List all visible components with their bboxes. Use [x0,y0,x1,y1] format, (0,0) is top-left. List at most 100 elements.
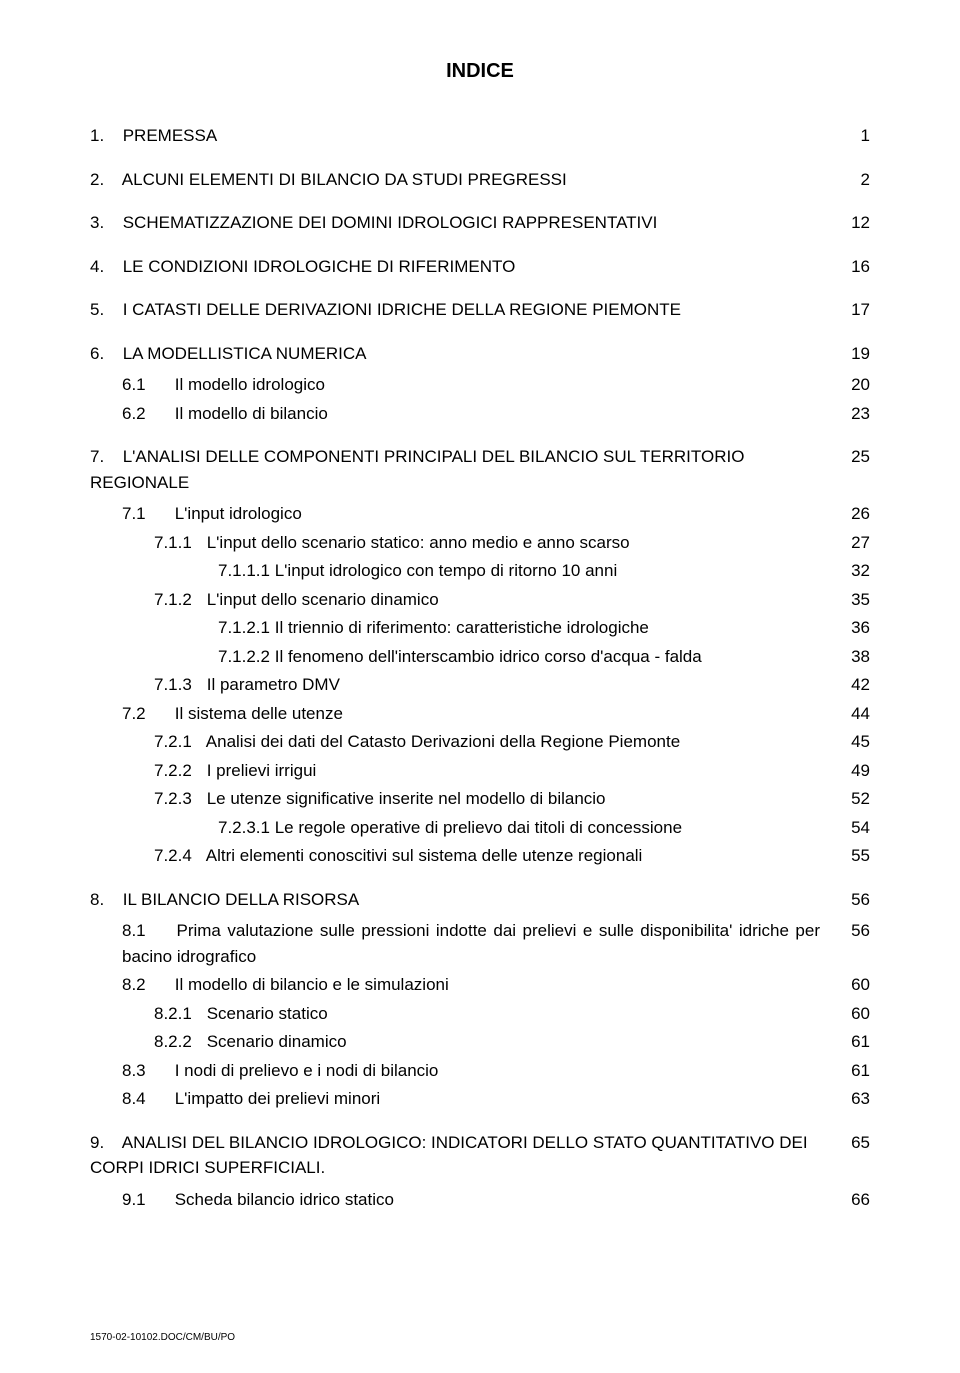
toc-entry-label: Il parametro DMV [202,675,340,694]
toc-entry-label: Prima valutazione sulle pressioni indott… [122,921,820,966]
toc-entry-page: 27 [840,530,870,556]
toc-entry-label: I CATASTI DELLE DERIVAZIONI IDRICHE DELL… [118,300,681,319]
toc-entry-page: 2 [840,167,870,193]
toc-entry-number: 8.2 [122,972,170,998]
toc-entry-text: 9. ANALISI DEL BILANCIO IDROLOGICO: INDI… [90,1130,840,1181]
toc-entry-label: Scheda bilancio idrico statico [170,1190,394,1209]
toc-entry: 7.1 L'input idrologico26 [90,501,870,527]
toc-entry-label: L'input idrologico [170,504,302,523]
toc-entry-label: I nodi di prelievo e i nodi di bilancio [170,1061,438,1080]
toc-entry-text: 8.2.2 Scenario dinamico [90,1029,840,1055]
toc-entry-number: 8.2.1 [154,1001,202,1027]
toc-entry-number: 7.2.3.1 [218,815,270,841]
toc-entry-page: 38 [840,644,870,670]
toc-entry-text: 7.1.1 L'input dello scenario statico: an… [90,530,840,556]
toc-entry-text: 3. SCHEMATIZZAZIONE DEI DOMINI IDROLOGIC… [90,210,840,236]
toc-entry-page: 19 [840,341,870,367]
toc-entry-label: L'input idrologico con tempo di ritorno … [270,561,617,580]
toc-entry-number: 7.1 [122,501,170,527]
toc-entry-label: Il sistema delle utenze [170,704,343,723]
toc-entry-text: 8.3 I nodi di prelievo e i nodi di bilan… [90,1058,840,1084]
toc-entry-page: 44 [840,701,870,727]
toc-entry-number: 9. [90,1130,118,1156]
toc-entry-label: LA MODELLISTICA NUMERICA [118,344,366,363]
toc-entry-page: 42 [840,672,870,698]
toc-entry: 8.4 L'impatto dei prelievi minori63 [90,1086,870,1112]
toc-entry-page: 60 [840,972,870,998]
toc-entry: 7.2.4 Altri elementi conoscitivi sul sis… [90,843,870,869]
toc-entry-page: 65 [840,1130,870,1156]
toc-entry-page: 35 [840,587,870,613]
toc-entry-page: 55 [840,843,870,869]
toc-entry-text: 7.2.3.1 Le regole operative di prelievo … [90,815,840,841]
toc-entry-page: 61 [840,1058,870,1084]
toc-entry-page: 20 [840,372,870,398]
toc-entry-text: 8.2 Il modello di bilancio e le simulazi… [90,972,840,998]
toc-entry: 7.2.3.1 Le regole operative di prelievo … [90,815,870,841]
toc-entry-page: 61 [840,1029,870,1055]
toc-entry: 3. SCHEMATIZZAZIONE DEI DOMINI IDROLOGIC… [90,210,870,236]
toc-entry: 8.2 Il modello di bilancio e le simulazi… [90,972,870,998]
toc-entry-page: 54 [840,815,870,841]
toc-entry-text: 7.1.2 L'input dello scenario dinamico [90,587,840,613]
toc-entry-number: 7.1.2.2 [218,644,270,670]
toc-entry: 8.2.1 Scenario statico60 [90,1001,870,1027]
toc-entry-page: 17 [840,297,870,323]
toc-entry-text: 6.2 Il modello di bilancio [90,401,840,427]
toc-entry: 6.2 Il modello di bilancio23 [90,401,870,427]
toc-entry-label: LE CONDIZIONI IDROLOGICHE DI RIFERIMENTO [118,257,515,276]
toc-entry-label: L'impatto dei prelievi minori [170,1089,380,1108]
toc-entry-number: 6. [90,341,118,367]
toc-entry-text: 7.2.1 Analisi dei dati del Catasto Deriv… [90,729,840,755]
toc-entry-label: Le utenze significative inserite nel mod… [202,789,606,808]
toc-entry-text: 7.1.1.1 L'input idrologico con tempo di … [90,558,840,584]
toc-entry-number: 7.2.2 [154,758,202,784]
toc-entry-page: 60 [840,1001,870,1027]
toc-entry-number: 5. [90,297,118,323]
toc-entry-number: 7. [90,444,118,470]
toc-entry: 7.1.2.1 Il triennio di riferimento: cara… [90,615,870,641]
toc-entry-number: 6.2 [122,401,170,427]
toc-entry-text: 7.1.2.1 Il triennio di riferimento: cara… [90,615,840,641]
toc-entry: 8.2.2 Scenario dinamico61 [90,1029,870,1055]
toc-entry: 7.1.1 L'input dello scenario statico: an… [90,530,870,556]
toc-entry: 8. IL BILANCIO DELLA RISORSA56 [90,887,870,913]
toc-entry: 1. PREMESSA1 [90,123,870,149]
toc-entry-label: Il modello di bilancio e le simulazioni [170,975,449,994]
toc-entry: 9.1 Scheda bilancio idrico statico66 [90,1187,870,1213]
toc-entry-page: 23 [840,401,870,427]
toc-entry-text: 1. PREMESSA [90,123,840,149]
toc-entry-text: 7.2.2 I prelievi irrigui [90,758,840,784]
footer-code: 1570-02-10102.DOC/CM/BU/PO [90,1332,235,1343]
toc-entry-page: 25 [840,444,870,470]
toc-entry-text: 7.1.2.2 Il fenomeno dell'interscambio id… [90,644,840,670]
toc-entry-label: PREMESSA [118,126,217,145]
toc-entry-page: 36 [840,615,870,641]
toc-entry-text: 7.2.4 Altri elementi conoscitivi sul sis… [90,843,840,869]
toc-entry-label: ALCUNI ELEMENTI DI BILANCIO DA STUDI PRE… [118,170,567,189]
toc-entry: 9. ANALISI DEL BILANCIO IDROLOGICO: INDI… [90,1130,870,1181]
toc-entry-text: 7.2 Il sistema delle utenze [90,701,840,727]
toc-entry-page: 52 [840,786,870,812]
toc-entry: 7.1.1.1 L'input idrologico con tempo di … [90,558,870,584]
toc-entry-text: 7.2.3 Le utenze significative inserite n… [90,786,840,812]
toc-entry: 7.2.3 Le utenze significative inserite n… [90,786,870,812]
toc-entry-number: 7.1.2.1 [218,615,270,641]
toc-entry-text: 2. ALCUNI ELEMENTI DI BILANCIO DA STUDI … [90,167,840,193]
toc-container: 1. PREMESSA12. ALCUNI ELEMENTI DI BILANC… [90,123,870,1212]
toc-entry-number: 8.2.2 [154,1029,202,1055]
toc-entry: 5. I CATASTI DELLE DERIVAZIONI IDRICHE D… [90,297,870,323]
toc-entry: 7.2 Il sistema delle utenze44 [90,701,870,727]
toc-entry-label: IL BILANCIO DELLA RISORSA [118,890,359,909]
toc-entry-number: 3. [90,210,118,236]
toc-entry-page: 1 [840,123,870,149]
toc-entry-page: 32 [840,558,870,584]
toc-entry-label: Le regole operative di prelievo dai tito… [270,818,682,837]
toc-entry-text: 8.2.1 Scenario statico [90,1001,840,1027]
toc-entry-number: 4. [90,254,118,280]
toc-entry-text: 7.1.3 Il parametro DMV [90,672,840,698]
toc-entry-label: Scenario dinamico [202,1032,347,1051]
toc-entry-number: 7.1.1 [154,530,202,556]
toc-entry: 2. ALCUNI ELEMENTI DI BILANCIO DA STUDI … [90,167,870,193]
toc-entry-page: 16 [840,254,870,280]
